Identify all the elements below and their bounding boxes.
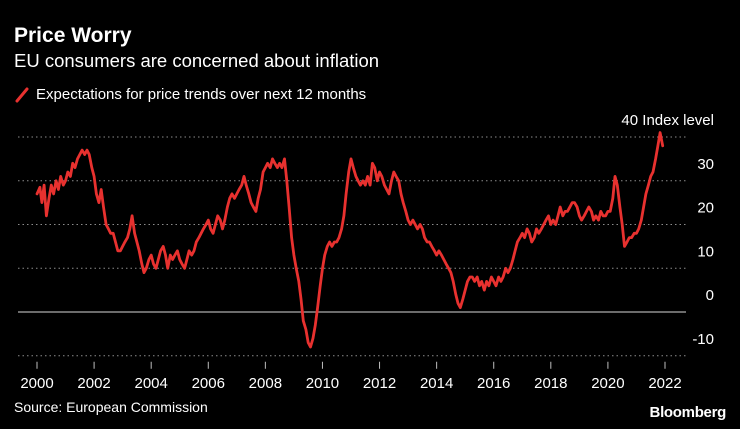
y-tick-label: 40 Index level: [621, 112, 714, 129]
x-tick-label: 2000: [20, 375, 53, 392]
x-tick-label: 2006: [192, 375, 225, 392]
x-tick-label: 2022: [648, 375, 681, 392]
source-note: Source: European Commission: [14, 399, 208, 415]
y-tick-label: 10: [697, 243, 714, 260]
legend-line-icon: [15, 87, 29, 102]
legend-label: Expectations for price trends over next …: [36, 86, 367, 103]
x-tick-label: 2008: [249, 375, 282, 392]
brand-logo: Bloomberg: [649, 404, 727, 421]
x-tick-label: 2012: [363, 375, 396, 392]
x-tick-label: 2002: [77, 375, 110, 392]
x-tick-label: 2010: [306, 375, 339, 392]
x-tick-label: 2014: [420, 375, 453, 392]
x-tick-label: 2016: [477, 375, 510, 392]
legend: Expectations for price trends over next …: [14, 86, 366, 103]
y-tick-label: 0: [706, 287, 714, 304]
chart-title: Price Worry: [14, 24, 132, 47]
x-tick-label: 2020: [591, 375, 624, 392]
x-tick-label: 2004: [134, 375, 167, 392]
y-tick-label: -10: [692, 331, 714, 348]
y-tick-label: 30: [697, 156, 714, 173]
series-line: [35, 131, 665, 349]
x-tick-label: 2018: [534, 375, 567, 392]
chart-subtitle: EU consumers are concerned about inflati…: [14, 50, 380, 71]
y-tick-label: 20: [697, 200, 714, 217]
